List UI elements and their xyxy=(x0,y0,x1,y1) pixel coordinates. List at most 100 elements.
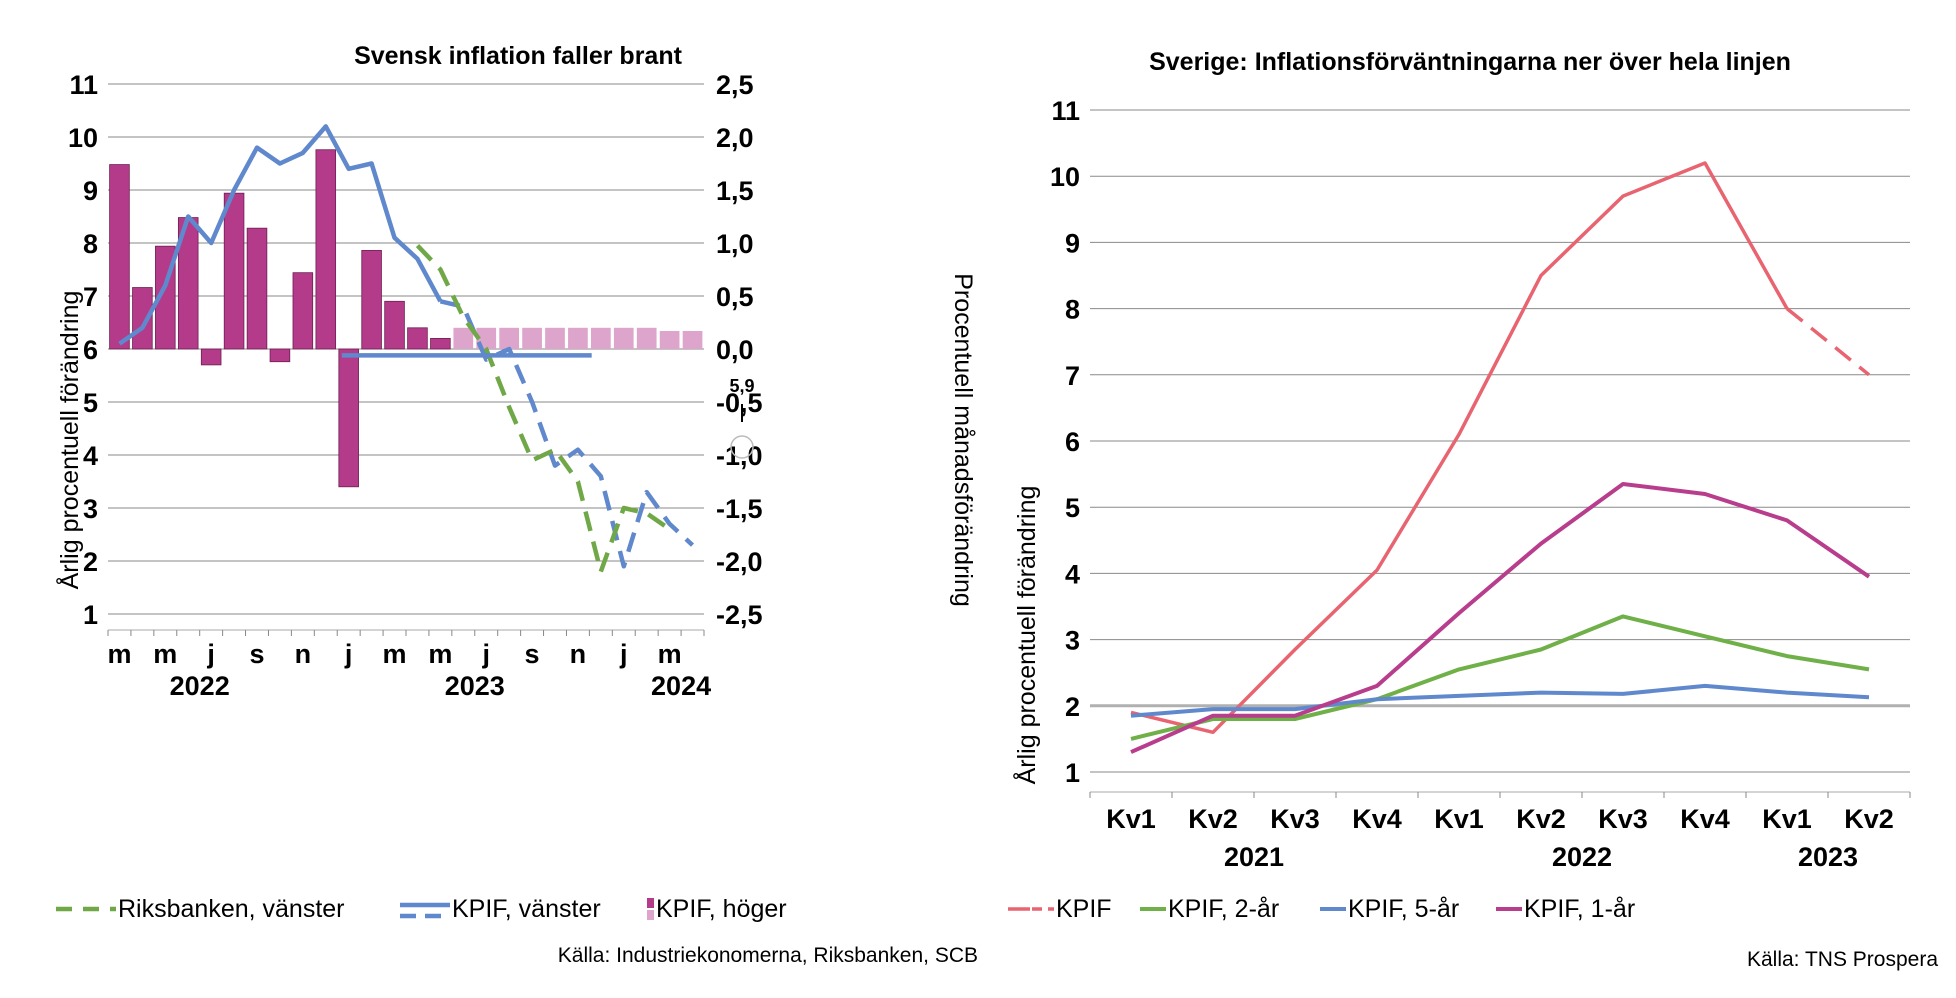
line-riksbanken xyxy=(415,244,671,574)
annotation-label: 5,9 xyxy=(729,376,754,396)
left-lines xyxy=(118,124,695,574)
right-lines xyxy=(1130,161,1871,754)
x-tick-label: Kv2 xyxy=(1516,804,1566,834)
y-tick-label: 9 xyxy=(83,176,98,206)
legend-swatch-bar xyxy=(647,898,654,908)
legend-label-kpif-hoger: KPIF, höger xyxy=(656,895,787,923)
line-kpif-2-r xyxy=(1130,614,1870,741)
line-kpif xyxy=(1130,161,1789,735)
left-y2-axis-label: Procentuell månadsförändring xyxy=(949,273,977,607)
bar-kpif-forecast xyxy=(682,330,703,349)
x-tick-label: Kv1 xyxy=(1106,804,1156,834)
y-tick-label: 6 xyxy=(1065,427,1080,457)
y-tick-label: 2 xyxy=(1065,692,1080,722)
x-year-label: 2021 xyxy=(1224,842,1284,872)
x-year-label: 2023 xyxy=(1798,842,1858,872)
x-tick-label: s xyxy=(525,639,540,669)
x-tick-label: j xyxy=(344,639,353,669)
legend-label-kpif: KPIF xyxy=(1056,895,1112,923)
y2-tick-label: 0,0 xyxy=(716,335,754,365)
y-tick-label: 1 xyxy=(83,600,98,630)
x-tick-label: m xyxy=(383,639,407,669)
y2-tick-label: 1,0 xyxy=(716,229,754,259)
bar-kpif-forecast xyxy=(636,327,657,349)
y2-tick-label: 1,5 xyxy=(716,176,754,206)
y-tick-label: 5 xyxy=(83,388,98,418)
y2-tick-label: -2,0 xyxy=(716,547,763,577)
x-tick-label: Kv3 xyxy=(1270,804,1320,834)
x-tick-label: j xyxy=(619,639,628,669)
y-tick-label: 8 xyxy=(83,229,98,259)
bar-kpif-forecast xyxy=(545,327,565,349)
y2-tick-label: 0,5 xyxy=(716,282,754,312)
right-x-axis: Kv1 Kv2 Kv3 Kv4 Kv1 Kv2 Kv3 Kv4 Kv1 Kv2 2021 2022 20… xyxy=(1089,791,1911,872)
right-y-axis-label: Årlig procentuell förändring xyxy=(1011,486,1041,785)
line-kpif-forecast xyxy=(439,299,695,569)
right-y-axis-ticks: 1 2 3 4 5 6 7 8 9 10 11 xyxy=(1050,96,1080,788)
right-source: Källa: TNS Prospera xyxy=(1747,948,1938,971)
bar-kpif-forecast xyxy=(613,327,634,349)
y2-tick-label: -1,0 xyxy=(716,441,763,471)
x-year-label: 2023 xyxy=(445,671,505,701)
bar-kpif-monthly xyxy=(384,300,405,350)
y2-tick-label: 2,0 xyxy=(716,123,754,153)
legend-label: KPIF, 2-år xyxy=(1168,895,1279,923)
left-source: Källa: Industriekonomerna, Riksbanken, S… xyxy=(558,944,978,967)
x-tick-label: Kv2 xyxy=(1188,804,1238,834)
left-y-axis-label: Årlig procentuell förändring xyxy=(54,291,84,590)
line-kpif-yearly xyxy=(118,124,443,346)
y-tick-label: 2 xyxy=(83,547,98,577)
y2-tick-label: -2,5 xyxy=(716,600,763,630)
bar-kpif-monthly xyxy=(223,192,245,350)
x-tick-label: m xyxy=(658,639,682,669)
bar-kpif-monthly xyxy=(315,149,337,350)
line-kpif-forecast xyxy=(1785,307,1871,377)
y-tick-label: 9 xyxy=(1065,228,1080,258)
legend-label: KPIF, 5-år xyxy=(1348,895,1459,923)
right-chart: Sverige: Inflationsförväntningarna ner ö… xyxy=(1008,48,1938,971)
y-tick-label: 4 xyxy=(1065,559,1080,589)
line-kpif-1-r xyxy=(1130,482,1871,754)
left-y2-axis-ticks: -2,5 -2,0 -1,5 -1,0 -0,5 0,0 0,5 1,0 1,5 2,0 2,5 xyxy=(716,70,763,630)
bar-kpif-monthly xyxy=(407,327,428,350)
bar-kpif-monthly xyxy=(269,348,291,363)
x-tick-label: Kv2 xyxy=(1844,804,1894,834)
y-tick-label: 10 xyxy=(1050,162,1080,192)
bar-kpif-forecast xyxy=(499,327,520,349)
y-tick-label: 4 xyxy=(83,441,98,471)
y2-tick-label: -1,5 xyxy=(716,494,763,524)
right-legend: KPIF KPIF, 2-år KPIF, 5-år KPIF, 1-år xyxy=(1008,895,1635,923)
right-chart-title: Sverige: Inflationsförväntningarna ner ö… xyxy=(1149,48,1791,76)
x-year-label: 2022 xyxy=(1552,842,1612,872)
bar-kpif-forecast xyxy=(659,330,680,349)
y-tick-label: 1 xyxy=(1065,758,1080,788)
bar-kpif-monthly xyxy=(338,348,359,488)
left-legend: Riksbanken, vänster KPIF, vänster KPIF, hö… xyxy=(56,895,787,923)
x-year-label: 2024 xyxy=(651,671,711,701)
annotation-marker xyxy=(730,435,754,459)
y-tick-label: 11 xyxy=(69,70,98,100)
y2-tick-label: -0,5 xyxy=(716,388,763,418)
bar-kpif-forecast xyxy=(568,327,588,349)
bar-kpif-monthly xyxy=(361,250,382,350)
y-tick-label: 11 xyxy=(1051,96,1080,126)
legend-label-riksbanken: Riksbanken, vänster xyxy=(118,895,345,923)
left-bars xyxy=(109,149,703,488)
bar-kpif-monthly xyxy=(109,164,130,350)
x-tick-label: s xyxy=(249,639,264,669)
y-tick-label: 8 xyxy=(1065,295,1080,325)
bar-kpif-monthly xyxy=(246,227,268,350)
x-tick-label: Kv1 xyxy=(1762,804,1812,834)
legend-label-kpif-vanster: KPIF, vänster xyxy=(452,895,601,923)
y-tick-label: 5 xyxy=(1065,493,1080,523)
x-tick-label: n xyxy=(570,639,587,669)
x-tick-label: m xyxy=(428,639,452,669)
line-kpif-5-r xyxy=(1130,683,1870,718)
y-tick-label: 10 xyxy=(68,123,98,153)
right-gridlines xyxy=(1090,109,1910,773)
bar-kpif-monthly xyxy=(200,348,222,366)
x-tick-label: j xyxy=(206,639,215,669)
y-tick-label: 7 xyxy=(1065,361,1080,391)
bar-kpif-monthly xyxy=(292,272,314,350)
